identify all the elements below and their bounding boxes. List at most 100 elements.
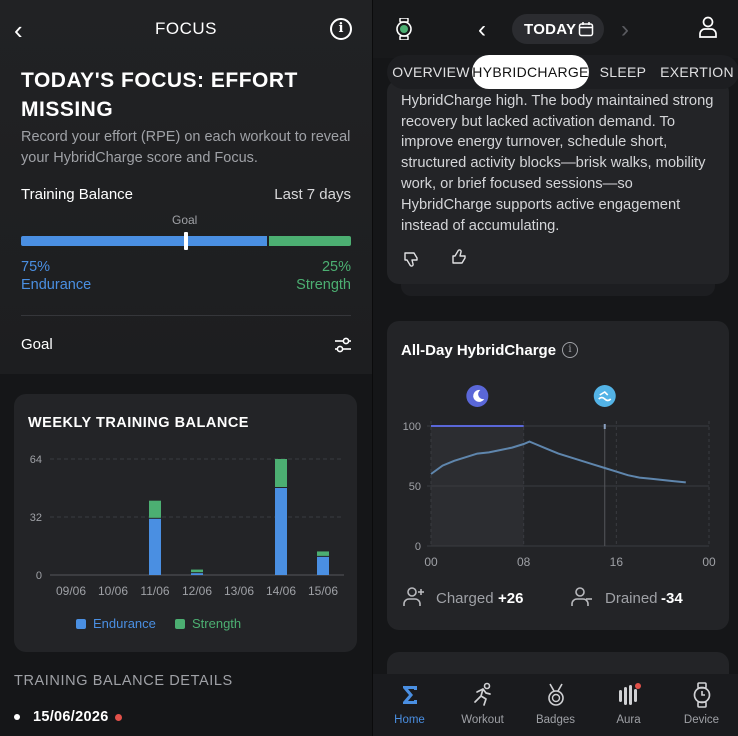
bar-strength: [317, 551, 329, 556]
tab-sleep[interactable]: SLEEP: [599, 64, 647, 80]
sigma-home-icon: [403, 686, 417, 704]
tab-exertion[interactable]: EXERTION: [660, 64, 734, 80]
training-balance-label: Training Balance: [21, 186, 134, 203]
profile-icon[interactable]: [698, 16, 718, 38]
y-tick-label: 64: [30, 454, 42, 466]
training-balance-period: Last 7 days: [274, 186, 351, 203]
focus-heading: TODAY'S FOCUS: EFFORT MISSING: [21, 69, 298, 121]
swim-icon: [593, 385, 616, 407]
charged-label: Charged: [436, 590, 494, 607]
tab-overview[interactable]: OVERVIEW: [392, 64, 470, 80]
previous-day-chevron-icon[interactable]: ‹: [478, 16, 486, 43]
legend-strength: Strength: [175, 616, 241, 631]
stacked-card-edge: [401, 284, 715, 296]
nav-label-aura: Aura: [616, 714, 641, 726]
x-tick-label: 12/06: [182, 584, 212, 598]
sliders-adjust-icon[interactable]: [334, 336, 352, 354]
nav-workout[interactable]: Workout: [446, 674, 519, 736]
bar-endurance: [317, 556, 329, 575]
x-tick-label: 11/06: [140, 584, 169, 598]
goal-row-label[interactable]: Goal: [21, 336, 53, 353]
x-tick-label: 16: [610, 555, 624, 569]
aura-bars-icon: [619, 683, 641, 705]
legend-endurance: Endurance: [76, 616, 156, 631]
hybridcharge-screen: ‹ TODAY › Low exercise expenditure left …: [372, 0, 738, 736]
bar-strength: [275, 459, 287, 487]
x-tick-label: 00: [424, 555, 438, 569]
bar-endurance: [191, 573, 203, 575]
hybridcharge-card-title: All-Day HybridCharge: [401, 342, 557, 359]
bottom-navigation: Home Workout Badges: [373, 674, 738, 736]
hybridcharge-chart: 0 50 100 00 08 16 00: [403, 385, 716, 569]
top-bar: ‹ TODAY ›: [373, 0, 738, 58]
strength-label: Strength: [296, 277, 351, 293]
y-tick-label: 50: [409, 481, 421, 493]
info-icon[interactable]: i: [562, 342, 578, 358]
runner-icon: [474, 682, 491, 706]
goal-marker-label: Goal: [172, 213, 198, 227]
tab-hybridcharge[interactable]: HYBRIDCHARGE: [472, 55, 589, 89]
insight-text: Low exercise expenditure left evening Hy…: [401, 80, 714, 234]
x-tick-label: 09/06: [56, 584, 86, 598]
nav-home[interactable]: Home: [373, 674, 446, 736]
focus-description: Record your effort (RPE) on each workout…: [21, 129, 351, 166]
section-tabs: OVERVIEW HYBRIDCHARGE SLEEP EXERTION: [387, 55, 738, 89]
thumbs-down-icon[interactable]: [403, 250, 421, 268]
x-tick-label: 15/06: [308, 584, 338, 598]
legend-swatch-endurance: [76, 618, 86, 629]
calendar-icon: [578, 22, 594, 37]
back-arrow-icon[interactable]: ‹: [14, 15, 23, 45]
endurance-label: Endurance: [21, 277, 92, 293]
nav-label-badges: Badges: [535, 714, 575, 726]
legend-swatch-strength: [175, 618, 185, 629]
legend-label-strength: Strength: [192, 616, 242, 631]
strength-bar: [269, 236, 351, 246]
date-label: TODAY: [524, 21, 577, 38]
x-tick-label: 10/06: [98, 584, 128, 598]
strength-percentage: 25%: [321, 259, 351, 275]
bar-strength: [149, 500, 161, 518]
nav-label-workout: Workout: [461, 714, 504, 726]
next-day-chevron-icon[interactable]: ›: [621, 16, 629, 43]
medal-icon: [548, 683, 564, 706]
training-details-heading: TRAINING BALANCE DETAILS: [14, 673, 233, 689]
x-tick-label: 14/06: [266, 584, 296, 598]
nav-label-home: Home: [394, 714, 425, 726]
focus-screen: ‹ FOCUS i TODAY'S FOCUS: EFFORT MISSING …: [0, 0, 372, 727]
weekly-card-title: WEEKLY TRAINING BALANCE: [28, 415, 249, 431]
goal-marker: [184, 232, 188, 250]
endurance-bar: [21, 236, 267, 246]
y-tick-label: 0: [415, 541, 421, 553]
watch-icon: [693, 682, 711, 708]
nav-badges[interactable]: Badges: [519, 674, 592, 736]
legend-label-endurance: Endurance: [93, 616, 156, 631]
y-tick-label: 0: [36, 570, 42, 582]
nav-device[interactable]: Device: [665, 674, 738, 736]
bar-endurance: [149, 518, 161, 575]
nav-aura[interactable]: Aura: [592, 674, 665, 736]
thumbs-up-icon[interactable]: [451, 248, 469, 266]
all-day-hybridcharge-card: All-Day HybridCharge i 0 50 100 00 08 16 00 Ch…: [387, 321, 729, 630]
event-marker-tick: [603, 424, 606, 429]
y-tick-label: 32: [30, 512, 42, 524]
page-title: FOCUS: [155, 19, 217, 38]
focus-summary-section: ‹ FOCUS i TODAY'S FOCUS: EFFORT MISSING …: [0, 0, 372, 374]
person-remove-icon: [571, 587, 592, 606]
status-dot: [114, 713, 122, 721]
moon-icon: [473, 389, 485, 402]
info-icon[interactable]: i: [330, 18, 352, 40]
training-details-row[interactable]: 15/06/2026: [14, 707, 122, 727]
weekly-balance-chart: 0 32 64 09/06 10/06 11/06 12/06 13/06 14/06 15/06: [30, 454, 344, 598]
date-selector[interactable]: TODAY: [512, 14, 604, 44]
x-tick-label: 13/06: [224, 584, 254, 598]
swimmer-glyph: [598, 390, 612, 402]
bar-endurance: [275, 488, 287, 575]
x-tick-label: 00: [702, 555, 716, 569]
watch-connected-icon[interactable]: [395, 18, 413, 40]
charged-value: +26: [498, 590, 524, 607]
divider: [21, 315, 351, 316]
detail-date: 15/06/2026: [33, 709, 109, 725]
endurance-percentage: 75%: [21, 259, 51, 275]
weekly-training-balance-card: WEEKLY TRAINING BALANCE 0 32 64 09/06 10/06 1…: [14, 394, 357, 652]
insight-card: Low exercise expenditure left evening Hy…: [387, 80, 729, 284]
